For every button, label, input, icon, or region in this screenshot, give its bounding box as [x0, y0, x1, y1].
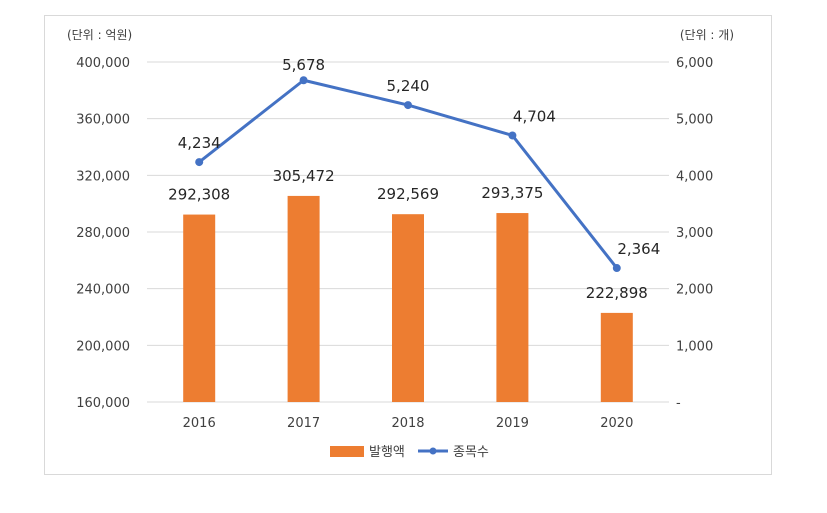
bar — [287, 195, 320, 402]
left-tick-label: 320,000 — [76, 169, 130, 184]
line-data-label: 4,704 — [513, 107, 556, 125]
line-series — [195, 76, 621, 273]
data-labels: 292,308 305,472 292,569 293,375 222,898 4,234… — [168, 56, 660, 302]
right-tick-label: 5,000 — [676, 113, 713, 128]
line-data-label: 5,678 — [282, 56, 325, 74]
line-point — [508, 131, 517, 140]
left-tick-label: 200,000 — [76, 339, 130, 354]
legend-bar-swatch — [330, 446, 364, 457]
x-tick-label: 2016 — [183, 416, 216, 431]
right-tick-label: 4,000 — [676, 169, 713, 184]
left-tick-label: 160,000 — [76, 396, 130, 411]
right-tick-label: - — [676, 396, 681, 411]
bar-data-label: 222,898 — [586, 284, 648, 302]
left-tick-label: 240,000 — [76, 283, 130, 298]
line-data-label: 2,364 — [617, 240, 660, 258]
bar-series — [183, 195, 633, 402]
left-tick-label: 280,000 — [76, 226, 130, 241]
bar-data-label: 305,472 — [273, 167, 335, 185]
line-data-label: 5,240 — [387, 77, 430, 95]
axes: (단위 : 억원) (단위 : 개) 400,000 6,000 360,000 5,… — [67, 28, 734, 431]
line-data-label: 4,234 — [178, 134, 221, 152]
bar — [496, 213, 529, 402]
line-point — [404, 101, 412, 110]
legend-line-marker — [429, 447, 437, 455]
x-tick-label: 2020 — [600, 416, 633, 431]
legend-bar-label: 발행액 — [369, 444, 405, 460]
left-tick-label: 360,000 — [76, 113, 130, 128]
right-tick-label: 1,000 — [676, 339, 713, 354]
line-point — [612, 264, 621, 273]
x-tick-label: 2017 — [287, 416, 320, 431]
legend-line-label: 종목수 — [453, 445, 489, 460]
bar-data-label: 293,375 — [481, 184, 543, 202]
left-tick-label: 400,000 — [76, 56, 130, 71]
bar — [392, 214, 424, 402]
bar-data-label: 292,308 — [168, 186, 230, 204]
bar-data-label: 292,569 — [377, 185, 439, 203]
line-point — [299, 76, 308, 85]
left-axis-unit: (단위 : 억원) — [67, 28, 132, 42]
bar — [183, 214, 216, 402]
legend: 발행액 종목수 — [330, 444, 489, 460]
right-axis-unit: (단위 : 개) — [680, 28, 734, 42]
x-tick-label: 2018 — [391, 416, 424, 431]
line-point — [195, 158, 204, 167]
right-tick-label: 6,000 — [676, 56, 713, 71]
bar — [600, 312, 633, 402]
x-tick-label: 2019 — [496, 416, 529, 431]
right-tick-label: 2,000 — [676, 283, 713, 298]
right-tick-label: 3,000 — [676, 226, 713, 241]
